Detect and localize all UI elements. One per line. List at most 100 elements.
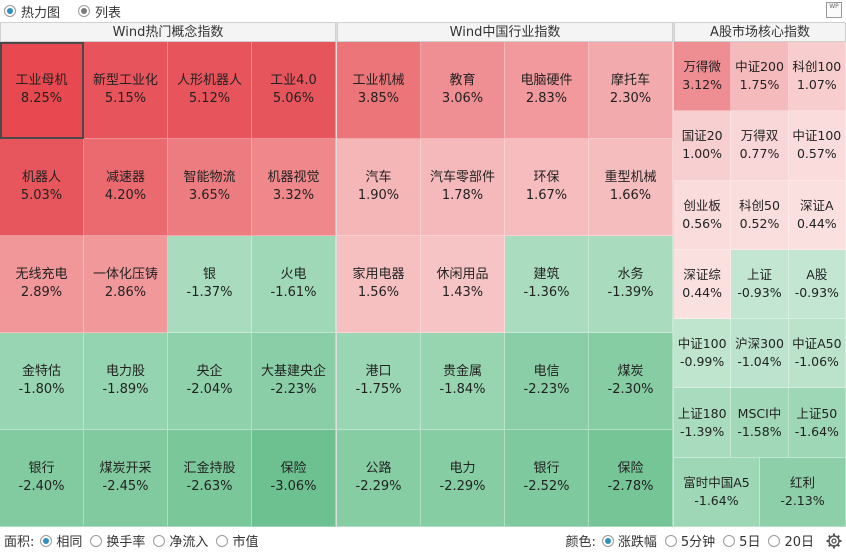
heatmap-tile[interactable]: 中证100 0.57% (788, 111, 846, 181)
heatmap-tile[interactable]: 金特估 -1.80% (0, 333, 84, 430)
heatmap-tile[interactable]: 环保 1.67% (505, 139, 589, 236)
heatmap-tile[interactable]: 红利 -2.13% (760, 457, 846, 527)
tile-name: 汽车零部件 (429, 170, 495, 185)
heatmap-tile[interactable]: 银行 -2.40% (0, 430, 84, 527)
heatmap-tile[interactable]: 中证100 -0.99% (674, 319, 732, 389)
heatmap-tile[interactable]: 摩托车 2.30% (589, 42, 673, 139)
heatmap-tile[interactable]: 休闲用品 1.43% (421, 236, 505, 333)
heatmap-tile[interactable]: 一体化压铸 2.86% (84, 236, 168, 333)
heatmap-tile[interactable]: 银行 -2.52% (505, 430, 589, 527)
gear-icon[interactable] (826, 533, 842, 549)
heatmap-tile[interactable]: 建筑 -1.36% (505, 236, 589, 333)
tile-name: 电力股 (105, 364, 145, 379)
heatmap-tile[interactable]: 科创100 1.07% (788, 42, 846, 112)
heatmap-tile[interactable]: 工业母机 8.25% (0, 42, 84, 139)
tile-change-percent: 2.89% (20, 285, 63, 300)
heatmap-tile[interactable]: 保险 -2.78% (589, 430, 673, 527)
heatmap-tile[interactable]: 家用电器 1.56% (337, 236, 421, 333)
color-option-5day[interactable]: 5日 (723, 531, 760, 550)
tile-change-percent: -0.93% (737, 284, 782, 300)
heatmap-tile[interactable]: 大基建央企 -2.23% (252, 333, 336, 430)
heatmap-tile[interactable]: 电信 -2.23% (505, 333, 589, 430)
heatmap-tile[interactable]: 保险 -3.06% (252, 430, 336, 527)
color-option-5min[interactable]: 5分钟 (664, 531, 715, 550)
tile-change-percent: 1.00% (682, 146, 723, 162)
radio-unselected-icon (216, 534, 229, 547)
tile-change-percent: -1.58% (737, 423, 782, 439)
heatmap-tile[interactable]: 万得双 0.77% (731, 111, 789, 181)
heatmap-tile[interactable]: 减速器 4.20% (84, 139, 168, 236)
tile-name: 港口 (365, 364, 392, 379)
heatmap-tile[interactable]: MSCI中 -1.58% (731, 388, 789, 458)
heatmap-tile[interactable]: 科创50 0.52% (731, 180, 789, 250)
heatmap-tile[interactable]: 上证180 -1.39% (674, 388, 732, 458)
heatmap-view-label: 热力图 (21, 5, 61, 21)
tile-name: 家用电器 (352, 267, 405, 282)
area-option-net-inflow[interactable]: 净流入 (153, 531, 208, 550)
tile-name: 金特估 (21, 364, 61, 379)
heatmap-tile[interactable]: 银 -1.37% (168, 236, 252, 333)
tile-change-percent: -0.99% (680, 354, 725, 370)
heatmap-tile[interactable]: 央企 -2.04% (168, 333, 252, 430)
heatmap-tile[interactable]: 电脑硬件 2.83% (505, 42, 589, 139)
heatmap-tile[interactable]: 教育 3.06% (421, 42, 505, 139)
color-option-20day[interactable]: 20日 (768, 531, 814, 550)
heatmap-tile[interactable]: 水务 -1.39% (589, 236, 673, 333)
heatmap-tile[interactable]: 公路 -2.29% (337, 430, 421, 527)
heatmap-tile[interactable]: 创业板 0.56% (674, 180, 732, 250)
heatmap-tile[interactable]: 煤炭开采 -2.45% (84, 430, 168, 527)
heatmap-tile[interactable]: 电力 -2.29% (421, 430, 505, 527)
heatmap: Wind热门概念指数 工业母机 8.25% 新型工业化 5.15% 人形机器人 5.12%… (0, 22, 846, 527)
tile-change-percent: -2.63% (186, 479, 233, 494)
heatmap-tile[interactable]: 沪深300 -1.04% (731, 319, 789, 389)
heatmap-tile[interactable]: 电力股 -1.89% (84, 333, 168, 430)
list-view-option[interactable]: 列表 (78, 2, 121, 21)
area-option-turnover[interactable]: 换手率 (90, 531, 145, 550)
heatmap-tile[interactable]: 港口 -1.75% (337, 333, 421, 430)
heatmap-tile[interactable]: 中证200 1.75% (731, 42, 789, 112)
color-option-change[interactable]: 涨跌幅 (601, 531, 657, 550)
heatmap-tile[interactable]: 人形机器人 5.12% (168, 42, 252, 139)
heatmap-tile[interactable]: A股 -0.93% (788, 249, 846, 320)
heatmap-tile[interactable]: 国证20 1.00% (674, 111, 732, 181)
heatmap-tile[interactable]: 富时中国A5 -1.64% (674, 457, 760, 527)
tile-change-percent: -1.64% (694, 492, 739, 508)
heatmap-tile[interactable]: 无线充电 2.89% (0, 236, 84, 333)
wp-icon[interactable]: WP (826, 2, 842, 18)
heatmap-tile[interactable]: 汇金持股 -2.63% (168, 430, 252, 527)
area-option-market-cap[interactable]: 市值 (216, 531, 258, 550)
area-label: 面积: (4, 535, 35, 550)
tile-name: 机器视觉 (267, 170, 320, 185)
tile-change-percent: -2.23% (523, 382, 570, 397)
heatmap-tile[interactable]: 万得微 3.12% (674, 42, 732, 112)
heatmap-tile[interactable]: 机器人 5.03% (0, 139, 84, 236)
section-industry-index: Wind中国行业指数 工业机械 3.85% 教育 3.06% 电脑硬件 2.83% 摩托车 2… (337, 22, 673, 527)
heatmap-tile[interactable]: 机器视觉 3.32% (252, 139, 336, 236)
tile-change-percent: -2.52% (523, 479, 570, 494)
heatmap-tile[interactable]: 汽车 1.90% (337, 139, 421, 236)
tile-change-percent: 2.83% (525, 91, 568, 106)
heatmap-tile[interactable]: 汽车零部件 1.78% (421, 139, 505, 236)
heatmap-tile[interactable]: 煤炭 -2.30% (589, 333, 673, 430)
tile-change-percent: 5.15% (104, 91, 147, 106)
heatmap-tile[interactable]: 深证A 0.44% (788, 180, 846, 250)
heatmap-tile[interactable]: 工业4.0 5.06% (252, 42, 336, 139)
heatmap-view-option[interactable]: 热力图 (4, 2, 60, 21)
heatmap-tile[interactable]: 新型工业化 5.15% (84, 42, 168, 139)
heatmap-tile[interactable]: 贵金属 -1.84% (421, 333, 505, 430)
heatmap-tile[interactable]: 智能物流 3.65% (168, 139, 252, 236)
heatmap-tile[interactable]: 上证50 -1.64% (788, 388, 846, 458)
heatmap-tile[interactable]: 上证 -0.93% (731, 249, 789, 320)
section-title: Wind中国行业指数 (337, 22, 673, 42)
area-option-same[interactable]: 相同 (40, 531, 82, 550)
heatmap-tile[interactable]: 重型机械 1.66% (589, 139, 673, 236)
heatmap-tile[interactable]: 火电 -1.61% (252, 236, 336, 333)
tile-change-percent: 0.77% (739, 146, 780, 162)
tile-change-percent: 0.44% (796, 215, 837, 231)
tile-name: 水务 (617, 267, 644, 282)
tile-change-percent: 0.57% (796, 146, 837, 162)
tile-change-percent: 3.06% (441, 91, 484, 106)
heatmap-tile[interactable]: 工业机械 3.85% (337, 42, 421, 139)
heatmap-tile[interactable]: 中证A50 -1.06% (788, 319, 846, 389)
heatmap-tile[interactable]: 深证综 0.44% (674, 249, 732, 320)
